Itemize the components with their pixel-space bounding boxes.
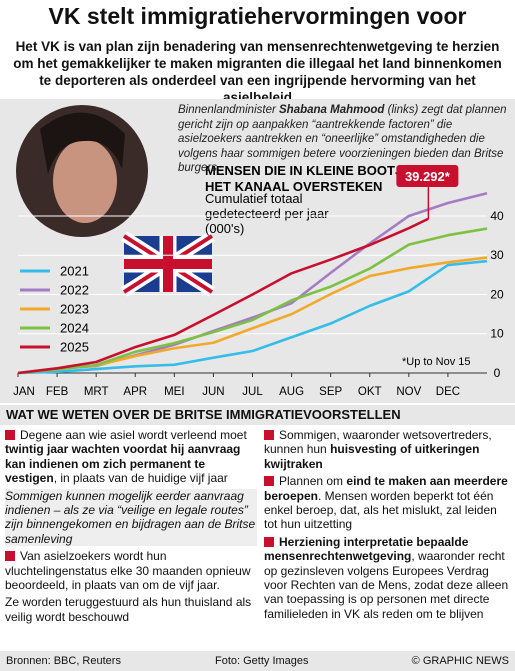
list-item: Sommigen kunnen mogelijk eerder aanvraag… [5, 488, 257, 547]
bullet [264, 536, 274, 547]
y-tick-label: 30 [490, 248, 504, 262]
x-tick-label: MRT [84, 386, 109, 398]
x-tick-label: FEB [46, 386, 69, 398]
annotation-box [396, 165, 459, 187]
text-segment: Van asielzoekers wordt hun vluchtelingen… [5, 549, 251, 593]
y-tick-label: 10 [490, 327, 504, 341]
x-tick-label: JAN [13, 386, 35, 398]
text-segment: . Mensen worden beperkt tot één enkel be… [264, 488, 497, 532]
data-line [17, 259, 488, 375]
x-tick-label: APR [123, 386, 147, 398]
x-tick-label: MEI [164, 386, 184, 398]
sources: Bronnen: BBC, Reuters [6, 655, 121, 667]
data-line [17, 227, 488, 375]
bullet [5, 430, 15, 440]
uk-flag [121, 231, 215, 297]
text-segment: twintig jaar wachten voordat hij aanvraa… [5, 442, 241, 486]
title: VK stelt immigratiehervormingen voor [48, 3, 467, 29]
credit: © GRAPHIC NEWS [411, 655, 509, 667]
column: Degene aan wie asiel wordt verleend moet… [5, 428, 257, 627]
legend-label: 2024 [60, 321, 89, 336]
x-tick-label: NOV [396, 386, 421, 398]
intro: Het VK is van plan zijn benadering van m… [13, 39, 502, 105]
bullet [5, 551, 15, 562]
text-segment: Sommigen, waaronder wetsovertreders, kun… [264, 428, 492, 457]
chart-subtitle: Cumulatief totaal gedetecteerd per jaar (0… [205, 191, 329, 236]
legend-label: 2023 [60, 302, 89, 317]
x-tick-label: SEP [319, 386, 342, 398]
text-segment: Degene aan wie asiel wordt verleend moet [20, 428, 247, 442]
section-heading: WAT WE WETEN OVER DE BRITSE IMMIGRATIEVO… [0, 405, 515, 425]
x-tick-label: OKT [358, 386, 382, 398]
column: Sommigen, waaronder wetsovertreders, kun… [264, 428, 510, 624]
photo-face [53, 139, 117, 223]
photo-credit: Foto: Getty Images [215, 655, 309, 667]
data-line [17, 217, 429, 375]
chart-panel: MENSEN DIE IN KLEINE BOOTJES HET KANAAL O… [0, 99, 515, 403]
list-item: Herziening interpretatie bepaalde mensen… [264, 535, 510, 621]
text-segment: (links) zegt dat plannen gericht zijn op… [178, 104, 507, 174]
footnote: *Up to Nov 15 [402, 356, 470, 368]
list-item: Degene aan wie asiel wordt verleend moet… [5, 428, 257, 486]
text-segment: , waaronder recht op gezinsleven volgens… [264, 549, 509, 621]
y-tick-label: 20 [490, 287, 504, 301]
x-tick-label: AUG [279, 386, 304, 398]
legend-label: 2025 [60, 340, 89, 355]
list-item: Ze worden teruggestuurd als hun thuislan… [5, 595, 257, 624]
footer: Bronnen: BBC, Reuters Foto: Getty Images… [0, 651, 515, 671]
chart: MENSEN DIE IN KLEINE BOOTJES HET KANAAL O… [13, 105, 504, 398]
legend-label: 2022 [60, 283, 89, 298]
y-tick-label: 40 [490, 209, 504, 223]
text-segment: Herziening interpretatie bepaalde mensen… [264, 534, 469, 564]
legend-label: 2021 [60, 264, 89, 279]
text-segment: eind te maken aan meerdere beroepen [264, 474, 508, 503]
text-segment: Plannen om [279, 474, 347, 489]
annotation: 39.292* [405, 169, 451, 184]
list-item: Van asielzoekers wordt hun vluchtelingen… [5, 549, 257, 592]
text-segment: Shabana Mahmood [279, 104, 385, 116]
bullet [264, 476, 274, 487]
x-tick-label: DEC [436, 386, 460, 398]
chart-title: MENSEN DIE IN KLEINE BOOTJES HET KANAAL O… [205, 163, 420, 194]
text-segment: huisvesting of uitkeringen kwijtraken [264, 442, 480, 471]
x-tick-label: JUN [202, 386, 224, 398]
list-item: Plannen om eind te maken aan meerdere be… [264, 474, 510, 532]
photo-caption: Binnenlandminister Shabana Mahmood (link… [178, 103, 508, 176]
y-tick-label: 0 [494, 366, 501, 380]
text-segment: Binnenlandminister [178, 104, 280, 116]
text-segment: Sommigen kunnen mogelijk eerder aanvraag… [5, 488, 256, 546]
x-tick-label: JUL [242, 386, 263, 398]
list-item: Sommigen, waaronder wetsovertreders, kun… [264, 428, 510, 471]
text-segment: , in plaats van de huidige vijf jaar [53, 471, 228, 486]
text-segment: Ze worden teruggestuurd als hun thuislan… [5, 595, 252, 624]
photo-hair [40, 112, 125, 174]
bullet [264, 430, 274, 440]
